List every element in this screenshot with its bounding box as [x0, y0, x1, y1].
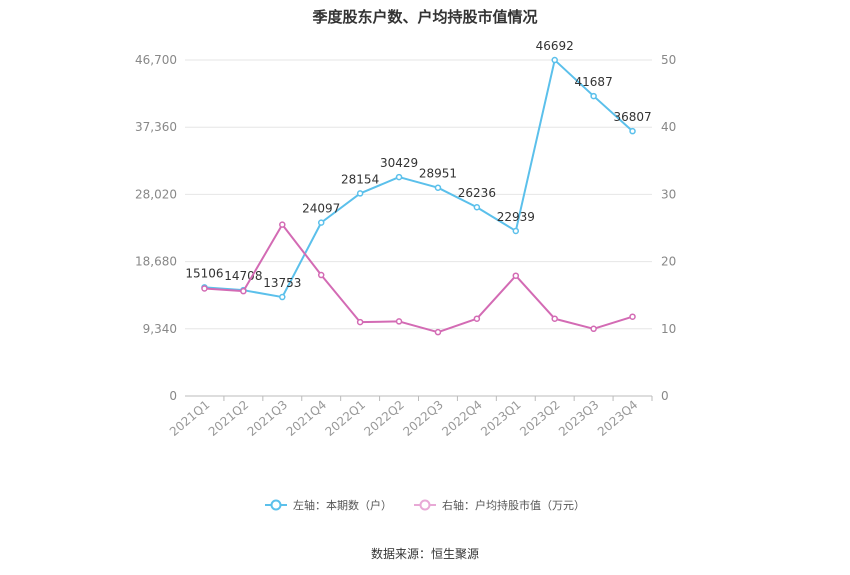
- data-point: [279, 293, 286, 301]
- data-point: [434, 184, 442, 191]
- series-line-1: [204, 223, 633, 334]
- y-left-tick-label: 9,340: [143, 322, 177, 336]
- x-tick-label: 2023Q1: [478, 398, 523, 439]
- data-point: [279, 221, 286, 228]
- data-point: [629, 313, 636, 320]
- x-tick-label: 2022Q1: [323, 398, 368, 439]
- data-point: [629, 127, 636, 135]
- data-label: 15106: [185, 266, 223, 280]
- data-point: [395, 173, 403, 181]
- data-label: 24097: [302, 202, 340, 216]
- y-left-tick-label: 18,680: [135, 255, 177, 269]
- x-tick-label: 2021Q2: [206, 398, 251, 439]
- y-left-tick-label: 28,020: [135, 187, 177, 201]
- x-tick-label: 2021Q1: [167, 398, 212, 439]
- data-point: [473, 315, 481, 322]
- data-label: 28951: [419, 167, 457, 181]
- data-point: [240, 287, 247, 295]
- data-source: 数据来源：恒生聚源: [370, 547, 479, 561]
- data-point: [551, 315, 558, 322]
- x-tick-label: 2023Q4: [595, 398, 640, 439]
- data-point: [512, 227, 520, 235]
- x-tick-label: 2022Q2: [361, 398, 406, 439]
- legend-item-left-series[interactable]: 左轴：本期数（户）: [265, 497, 392, 513]
- y-left-tick-label: 0: [169, 389, 177, 403]
- x-tick-label: 2023Q3: [556, 398, 601, 439]
- data-label: 30429: [380, 156, 418, 170]
- data-label: 41687: [575, 75, 613, 89]
- data-point: [356, 318, 364, 326]
- data-point: [434, 328, 442, 336]
- y-right-tick-label: 10: [661, 322, 676, 336]
- data-label: 36807: [613, 110, 651, 124]
- data-point: [551, 56, 558, 64]
- legend-marker-left-icon: [265, 499, 287, 511]
- series-line-0: [204, 59, 634, 299]
- legend-marker-right-icon: [414, 499, 436, 511]
- x-tick-label: 2023Q2: [517, 398, 562, 439]
- data-label: 28154: [341, 172, 379, 186]
- y-left-tick-label: 46,700: [135, 53, 177, 67]
- data-point: [590, 92, 597, 100]
- legend-label-left-series: 左轴：本期数（户）: [293, 499, 392, 512]
- legend: 左轴：本期数（户） 右轴：户均持股市值（万元）: [0, 497, 850, 513]
- data-label: 14708: [224, 269, 262, 283]
- y-right-tick-label: 50: [661, 53, 676, 67]
- x-tick-label: 2021Q3: [245, 398, 290, 439]
- chart-title: 季度股东户数、户均持股市值情况: [312, 8, 538, 26]
- x-tick-label: 2022Q3: [400, 398, 445, 439]
- y-left-tick-label: 37,360: [135, 120, 177, 134]
- data-label: 26236: [458, 186, 496, 200]
- y-right-tick-label: 30: [661, 187, 676, 201]
- data-label: 46692: [536, 39, 574, 53]
- y-right-tick-label: 20: [661, 255, 676, 269]
- data-point: [201, 285, 208, 292]
- data-point: [317, 271, 325, 279]
- legend-item-right-series[interactable]: 右轴：户均持股市值（万元）: [414, 497, 585, 513]
- data-point: [395, 318, 403, 325]
- x-tick-label: 2022Q4: [439, 398, 484, 439]
- x-tick-label: 2021Q4: [284, 398, 329, 439]
- data-point: [473, 203, 481, 211]
- data-point: [512, 272, 520, 279]
- data-point: [590, 325, 597, 333]
- y-right-tick-label: 0: [661, 389, 669, 403]
- data-point: [356, 190, 364, 197]
- y-right-tick-label: 40: [661, 120, 676, 134]
- data-label: 22939: [497, 210, 535, 224]
- legend-label-right-series: 右轴：户均持股市值（万元）: [442, 499, 585, 512]
- data-label: 13753: [263, 276, 301, 290]
- data-point: [317, 219, 325, 226]
